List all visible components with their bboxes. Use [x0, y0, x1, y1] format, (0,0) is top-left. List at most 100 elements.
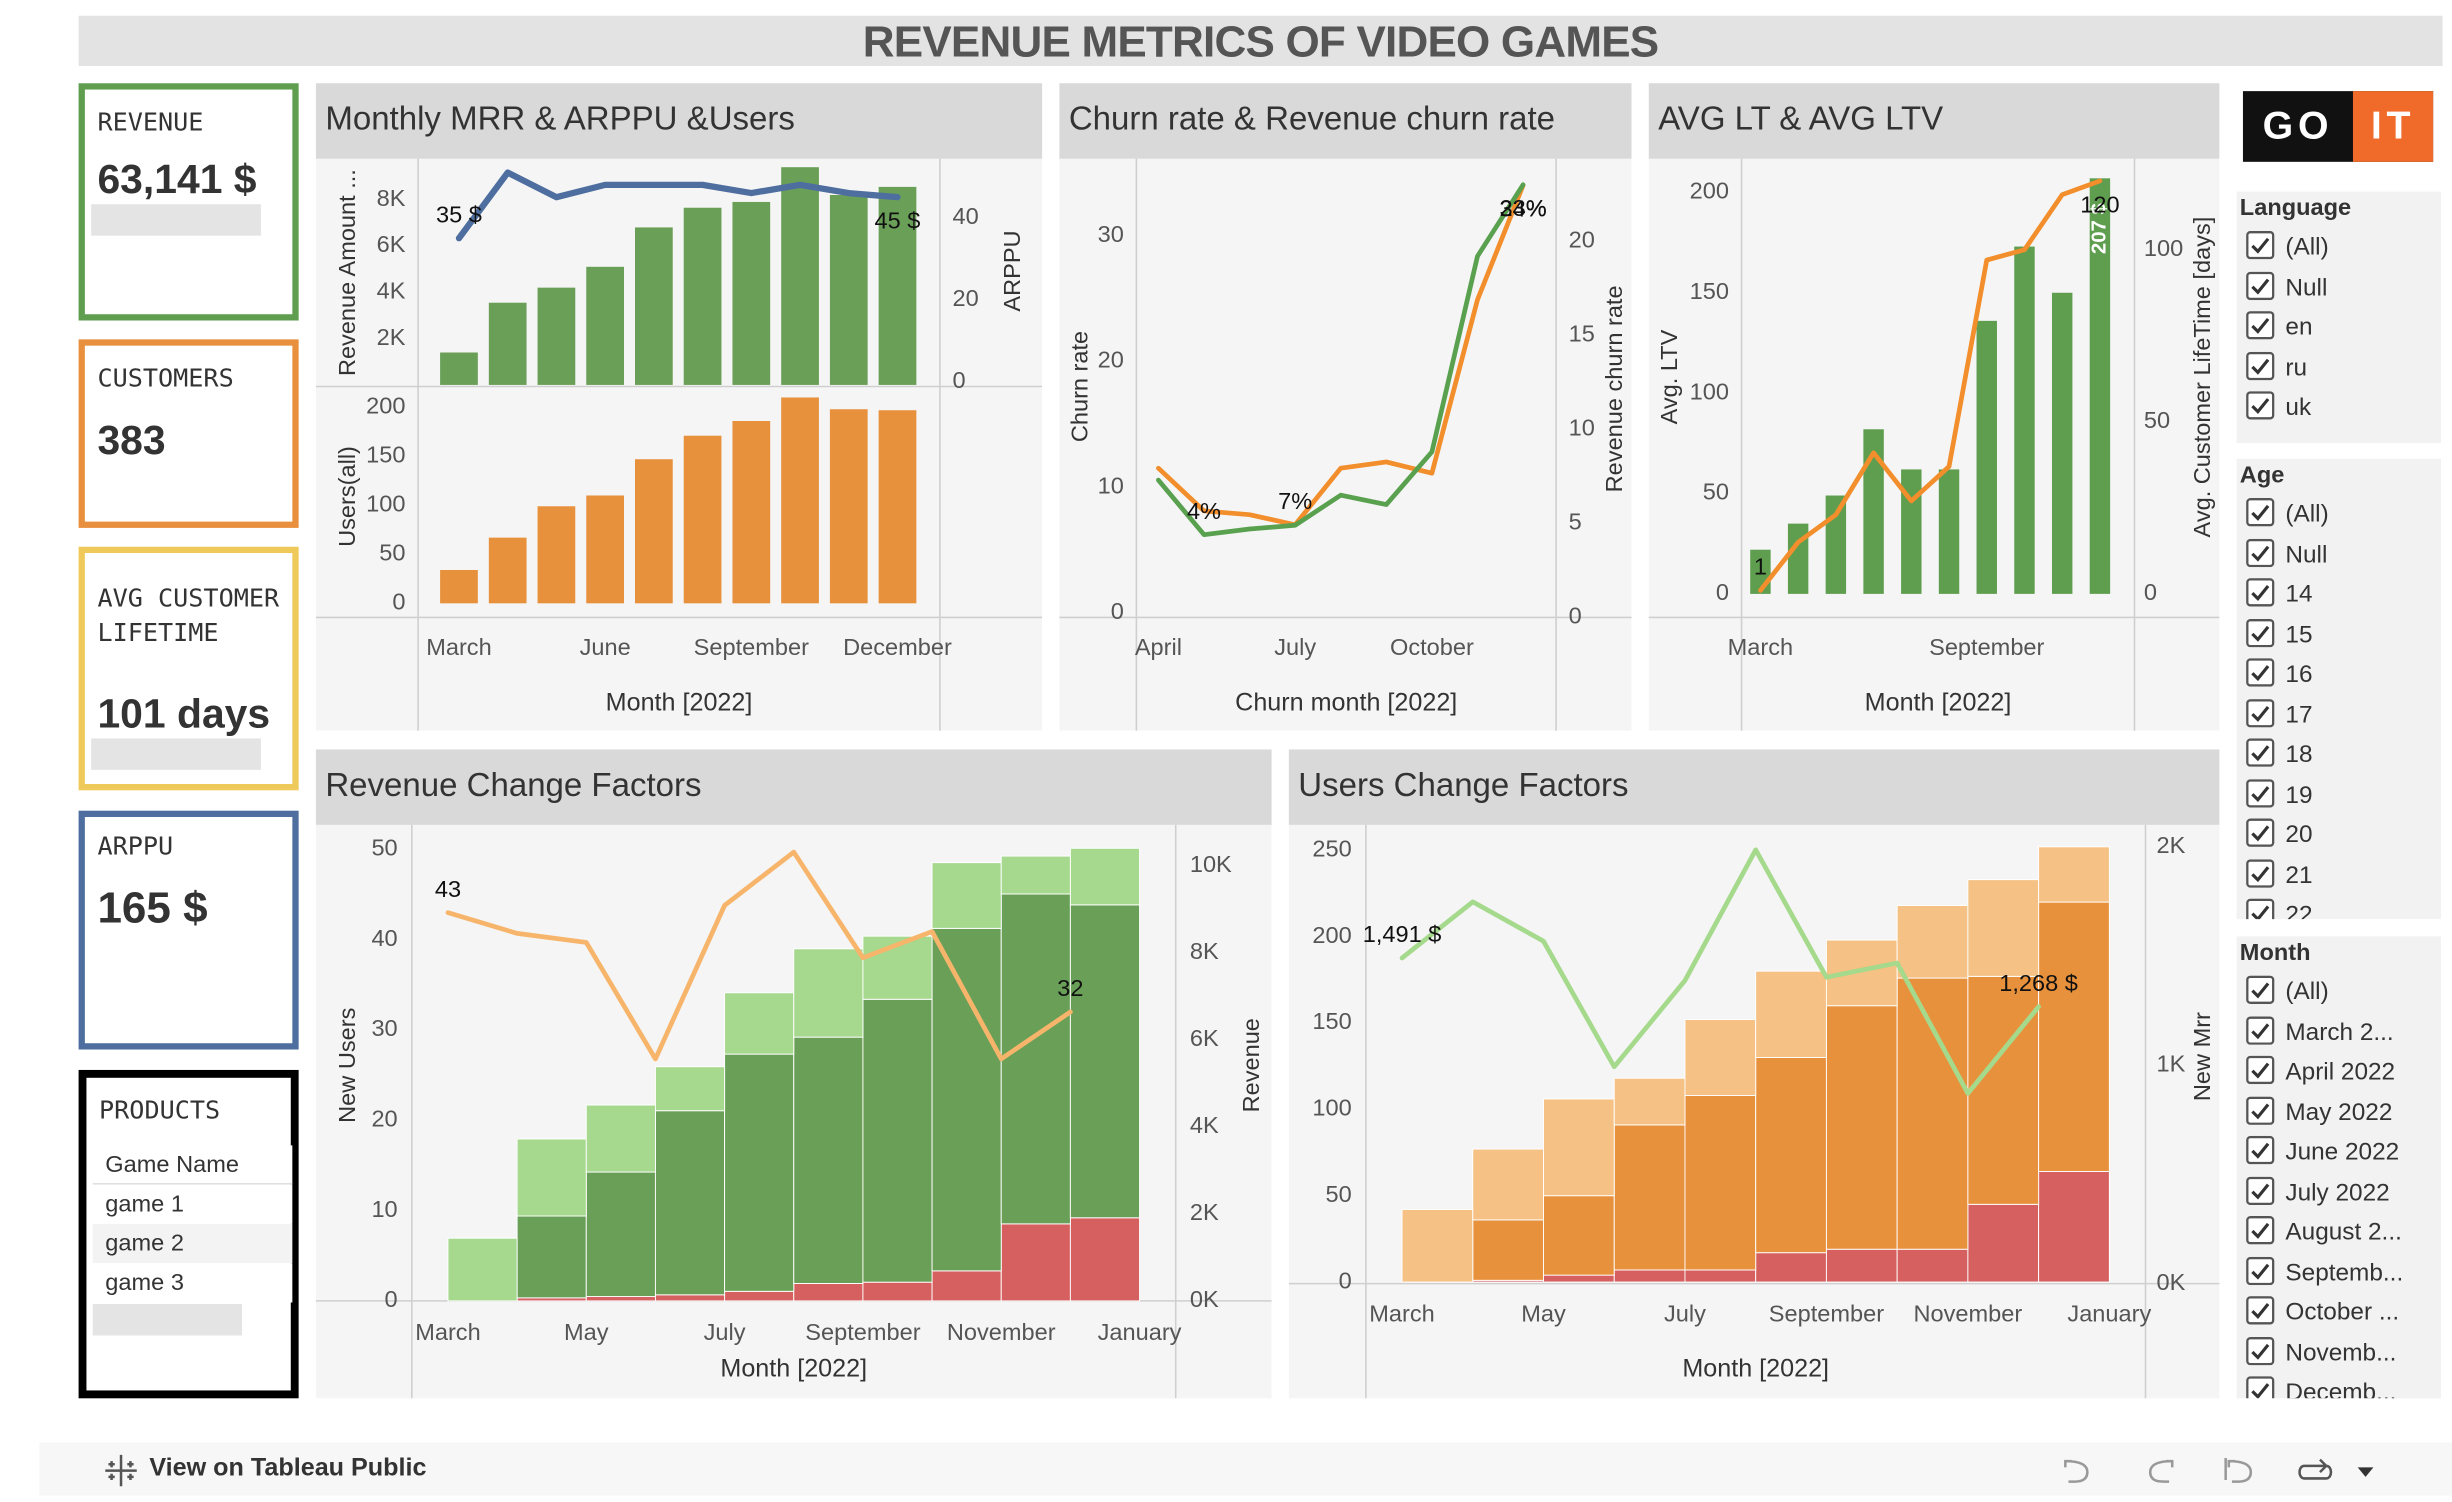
bar	[1896, 905, 1969, 979]
filter-option[interactable]: 21	[2246, 859, 2313, 894]
toolbar-icons	[2064, 1458, 2374, 1483]
filter-option[interactable]: 14	[2246, 578, 2313, 613]
checkbox[interactable]	[2246, 231, 2275, 260]
kpi-value: 165 $	[97, 882, 208, 932]
checkbox[interactable]	[2246, 271, 2275, 300]
checkbox[interactable]	[2246, 1056, 2275, 1085]
bar	[1863, 429, 1884, 594]
filter-panel: Age (All) Null 14 15 16 17 18 19 20 21 22	[2236, 458, 2441, 920]
logo-text: GO	[2262, 103, 2334, 148]
filter-option[interactable]: 17	[2246, 698, 2313, 733]
bar	[488, 537, 527, 604]
panel	[1059, 83, 1632, 731]
placeholder	[91, 738, 261, 770]
tableau-link[interactable]: View on Tableau Public	[149, 1454, 427, 1482]
filter-option[interactable]: April 2022	[2246, 1056, 2395, 1091]
y2-tick-label: 20	[953, 285, 979, 311]
y-tick-label: 8K	[377, 185, 406, 211]
y2-tick-label: 5	[1569, 509, 1582, 535]
filter-option[interactable]: August 2...	[2246, 1216, 2402, 1251]
bar	[537, 506, 576, 604]
filter-option[interactable]: (All)	[2246, 976, 2329, 1011]
checkbox[interactable]	[2246, 618, 2275, 648]
checkbox[interactable]	[2246, 498, 2275, 527]
checkbox[interactable]	[2246, 391, 2275, 421]
checkbox[interactable]	[2246, 1096, 2275, 1125]
checkbox[interactable]	[2246, 1256, 2275, 1286]
filter-option[interactable]: uk	[2246, 391, 2311, 426]
filter-option[interactable]: June 2022	[2246, 1136, 2399, 1171]
y-tick-label: 0	[385, 1286, 398, 1312]
bar	[1000, 893, 1071, 1225]
filter-label: July 2022	[2285, 1179, 2390, 1206]
filter-option[interactable]: 16	[2246, 658, 2313, 693]
checkbox[interactable]	[2246, 899, 2275, 920]
filter-option[interactable]: 19	[2246, 778, 2313, 813]
y-tick-label: 0	[1716, 579, 1729, 605]
lines	[1399, 847, 2041, 1096]
filter-option[interactable]: (All)	[2246, 498, 2329, 533]
filter-option[interactable]: ru	[2246, 351, 2307, 386]
checkbox[interactable]	[2246, 1176, 2275, 1205]
filter-label: 18	[2285, 741, 2313, 769]
kpi-value: 63,141 $	[97, 155, 257, 203]
checkbox[interactable]	[2246, 1136, 2275, 1165]
filter-option[interactable]: (All)	[2246, 231, 2329, 266]
filter-option[interactable]: 22	[2246, 899, 2313, 920]
checkbox[interactable]	[2246, 311, 2275, 341]
checkbox[interactable]	[2246, 538, 2275, 568]
filter-option[interactable]: en	[2246, 311, 2313, 346]
y-tick-label: 0	[1111, 598, 1124, 624]
bar	[440, 569, 478, 604]
dashboard-title: REVENUE METRICS OF VIDEO GAMES	[78, 15, 2443, 66]
checkbox[interactable]	[2246, 658, 2275, 688]
bar	[2051, 292, 2073, 594]
filter-option[interactable]: 15	[2246, 618, 2313, 653]
filter-option[interactable]: Decemb...	[2246, 1376, 2397, 1399]
filter-option[interactable]: May 2022	[2246, 1096, 2392, 1131]
filter-option[interactable]: Septemb...	[2246, 1256, 2403, 1291]
labels: 43 32	[435, 876, 1084, 1001]
filter-option[interactable]: July 2022	[2246, 1176, 2390, 1211]
filter-option[interactable]: 18	[2246, 738, 2313, 773]
checkbox[interactable]	[2246, 699, 2275, 728]
checkbox[interactable]	[2246, 578, 2275, 608]
filter-option[interactable]: Novemb...	[2246, 1336, 2396, 1371]
checkbox[interactable]	[2246, 976, 2275, 1005]
filter-label: Decemb...	[2285, 1379, 2397, 1399]
table-row[interactable]: game 3	[92, 1263, 293, 1303]
bar	[1896, 977, 1969, 1250]
filter-panel: Month (All) March 2... April 2022 May 2022 Ju…	[2236, 936, 2441, 1399]
kpi-value: 101 days	[97, 689, 271, 737]
data-label: 43	[435, 876, 461, 902]
panel	[315, 83, 1043, 731]
x-tick-label: December	[843, 634, 952, 660]
filter-label: Null	[2285, 274, 2328, 301]
checkbox[interactable]	[2246, 859, 2275, 888]
filter-option[interactable]: March 2...	[2246, 1016, 2394, 1051]
checkbox[interactable]	[2246, 1296, 2275, 1326]
checkbox[interactable]	[2246, 1336, 2275, 1366]
filter-label: March 2...	[2285, 1018, 2394, 1046]
filter-option[interactable]: Null	[2246, 538, 2327, 573]
filter-option[interactable]: October ...	[2246, 1296, 2399, 1331]
bar	[781, 167, 819, 385]
checkbox[interactable]	[2246, 1216, 2275, 1245]
bar	[724, 1290, 795, 1302]
table-row[interactable]: game 2	[92, 1223, 293, 1264]
y-tick-label: 10	[371, 1196, 397, 1222]
checkbox[interactable]	[2246, 1016, 2275, 1045]
lines	[455, 169, 901, 242]
checkbox[interactable]	[2246, 819, 2275, 848]
x-tick-label: July	[704, 1319, 746, 1345]
table-row[interactable]: game 1	[92, 1184, 293, 1224]
checkbox[interactable]	[2246, 1376, 2275, 1399]
checkbox[interactable]	[2246, 739, 2275, 768]
checkbox[interactable]	[2246, 351, 2275, 381]
filter-option[interactable]: Null	[2246, 271, 2327, 306]
data-label: 4%	[1187, 498, 1221, 524]
filter-option[interactable]: 20	[2246, 819, 2313, 854]
bars	[1401, 846, 2110, 1283]
checkbox[interactable]	[2246, 779, 2275, 808]
